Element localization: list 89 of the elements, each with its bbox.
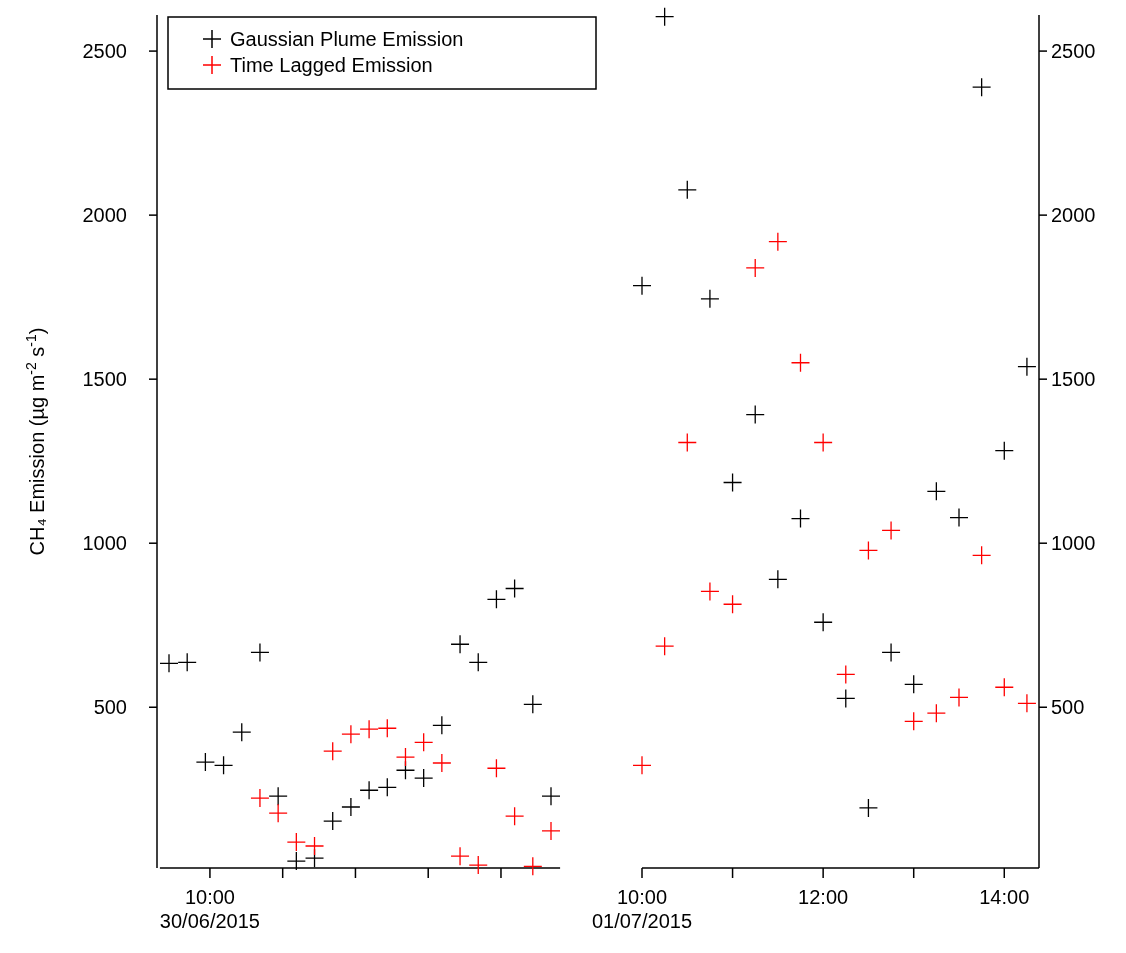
y-tick-label: 500 bbox=[93, 696, 127, 719]
point bbox=[904, 674, 924, 694]
point bbox=[450, 634, 470, 654]
point bbox=[286, 832, 306, 852]
point bbox=[700, 289, 720, 309]
point bbox=[632, 276, 652, 296]
point bbox=[971, 77, 992, 97]
point bbox=[904, 711, 924, 731]
legend-label: Gaussian Plume Emission bbox=[230, 28, 464, 50]
point bbox=[994, 441, 1014, 461]
point bbox=[232, 722, 252, 742]
y-tick-label: 2000 bbox=[82, 204, 127, 227]
point bbox=[541, 821, 561, 841]
point bbox=[504, 578, 525, 599]
x-tick-label: 14:00 bbox=[979, 886, 1030, 908]
point bbox=[304, 836, 325, 856]
point bbox=[250, 788, 270, 808]
point bbox=[677, 432, 697, 453]
point bbox=[858, 798, 879, 818]
point bbox=[632, 755, 652, 775]
point bbox=[432, 753, 452, 773]
point bbox=[541, 786, 561, 806]
point bbox=[881, 520, 901, 541]
point bbox=[268, 803, 288, 823]
point bbox=[700, 581, 720, 602]
point bbox=[341, 797, 361, 817]
point bbox=[341, 724, 361, 744]
point bbox=[813, 612, 833, 632]
y2-tick-label: 2500 bbox=[1051, 40, 1096, 63]
point bbox=[177, 652, 197, 672]
point bbox=[377, 718, 397, 738]
point bbox=[250, 642, 270, 663]
point bbox=[790, 353, 811, 373]
point bbox=[654, 6, 675, 27]
y-tick-label: 1500 bbox=[82, 368, 127, 391]
point bbox=[768, 232, 788, 252]
point bbox=[359, 780, 379, 800]
y2-tick-label: 1000 bbox=[1051, 532, 1096, 555]
x-tick-label: 12:00 bbox=[798, 886, 849, 908]
point bbox=[523, 694, 543, 714]
point bbox=[813, 432, 833, 453]
point bbox=[195, 752, 216, 772]
point bbox=[377, 777, 397, 797]
point bbox=[949, 507, 969, 528]
point bbox=[414, 768, 434, 788]
y2-tick-label: 500 bbox=[1051, 696, 1085, 719]
point bbox=[768, 569, 788, 589]
point bbox=[881, 642, 901, 663]
x-tick-label: 10:00 01/07/2015 bbox=[591, 886, 693, 932]
text: 10:00 30/06/2015 bbox=[159, 886, 260, 932]
point bbox=[486, 589, 507, 609]
point bbox=[504, 806, 525, 826]
point bbox=[836, 664, 856, 685]
point bbox=[468, 652, 488, 672]
point bbox=[523, 856, 543, 877]
y-tick-label: 1000 bbox=[82, 532, 127, 555]
point bbox=[323, 741, 343, 761]
point bbox=[994, 677, 1014, 697]
y2-tick-label: 2000 bbox=[1051, 204, 1096, 227]
point bbox=[432, 715, 452, 735]
point bbox=[654, 636, 675, 656]
point bbox=[268, 786, 288, 806]
point bbox=[486, 758, 507, 778]
point bbox=[159, 653, 179, 673]
point bbox=[468, 855, 488, 875]
point bbox=[745, 258, 765, 278]
point bbox=[949, 687, 969, 708]
point bbox=[395, 747, 416, 767]
y2-tick-label: 1500 bbox=[1051, 368, 1096, 391]
point bbox=[722, 594, 743, 614]
point bbox=[790, 508, 811, 529]
point bbox=[836, 688, 856, 709]
point bbox=[359, 719, 379, 739]
point bbox=[745, 404, 765, 425]
point bbox=[213, 755, 234, 775]
point bbox=[414, 732, 434, 752]
point bbox=[323, 811, 343, 831]
point bbox=[677, 180, 697, 200]
point bbox=[450, 846, 470, 866]
point bbox=[286, 851, 306, 871]
point bbox=[926, 703, 946, 723]
point bbox=[971, 545, 992, 565]
point bbox=[1017, 693, 1037, 713]
point bbox=[926, 481, 946, 502]
point bbox=[1017, 357, 1037, 377]
y-tick-label: 2500 bbox=[82, 40, 127, 63]
point bbox=[722, 472, 743, 493]
point bbox=[858, 540, 879, 561]
legend-label: Time Lagged Emission bbox=[230, 54, 433, 76]
